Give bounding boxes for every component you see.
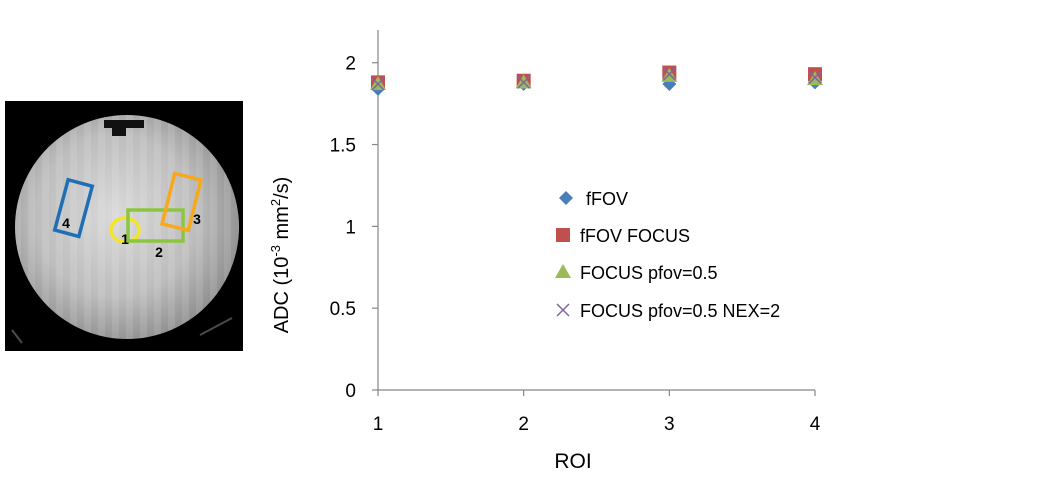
y-tick-label: 2 xyxy=(345,54,356,75)
x-tick-label: 4 xyxy=(810,414,821,435)
legend-label-focus-pfov: FOCUS pfov=0.5 xyxy=(580,263,718,283)
roi-1-outline xyxy=(109,216,141,244)
legend-label-ffov: fFOV xyxy=(586,189,628,209)
legend: fFOV fFOV FOCUS FOCUS pfov=0.5 FOCUS pfo… xyxy=(555,189,780,321)
legend-label-ffov-focus: fFOV FOCUS xyxy=(580,226,690,246)
roi-4-label: 4 xyxy=(62,215,70,231)
roi-2-outline xyxy=(126,208,185,243)
x-axis-tick-labels: 1 2 3 4 xyxy=(373,414,821,435)
roi-3-outline xyxy=(160,171,204,233)
roi-1-label: 1 xyxy=(121,231,129,247)
phantom-notch xyxy=(112,126,126,136)
data-point-series-4 xyxy=(371,77,385,91)
legend-marker-series-4 xyxy=(556,303,570,317)
y-axis-tick-labels: 0 0.5 1 1.5 2 xyxy=(330,54,356,402)
y-axis-ticks xyxy=(372,62,378,391)
adc-chart: 0 0.5 1 1.5 2 1 2 3 4 ROI ADC (10-3 mm2/s) fFOV… xyxy=(268,30,823,473)
roi-4-outline xyxy=(52,177,95,239)
y-axis-label: ADC (10-3 mm2/s) xyxy=(268,177,293,334)
x-tick-label: 3 xyxy=(664,414,675,435)
y-tick-label: 1 xyxy=(345,217,356,238)
legend-marker-series-2 xyxy=(556,228,570,242)
data-point-series-4 xyxy=(662,67,676,81)
x-axis-label: ROI xyxy=(554,450,591,473)
y-tick-label: 0 xyxy=(345,381,356,402)
phantom-notch xyxy=(104,120,144,128)
phantom-image: 1 2 3 4 xyxy=(5,101,243,351)
roi-3-label: 3 xyxy=(193,211,201,227)
data-point-series-4 xyxy=(517,75,531,89)
legend-label-focus-pfov-nex2: FOCUS pfov=0.5 NEX=2 xyxy=(580,301,780,321)
y-tick-label: 1.5 xyxy=(330,136,356,157)
data-points xyxy=(370,65,823,96)
y-tick-label: 0.5 xyxy=(330,299,356,320)
image-artifact xyxy=(199,317,233,336)
roi-2-label: 2 xyxy=(155,244,163,260)
data-point-series-4 xyxy=(808,70,822,84)
x-tick-label: 1 xyxy=(373,414,384,435)
x-tick-label: 2 xyxy=(518,414,529,435)
legend-marker-series-1 xyxy=(559,191,573,205)
image-artifact xyxy=(11,329,23,344)
legend-marker-series-3 xyxy=(555,264,571,278)
x-axis-ticks xyxy=(377,390,816,396)
